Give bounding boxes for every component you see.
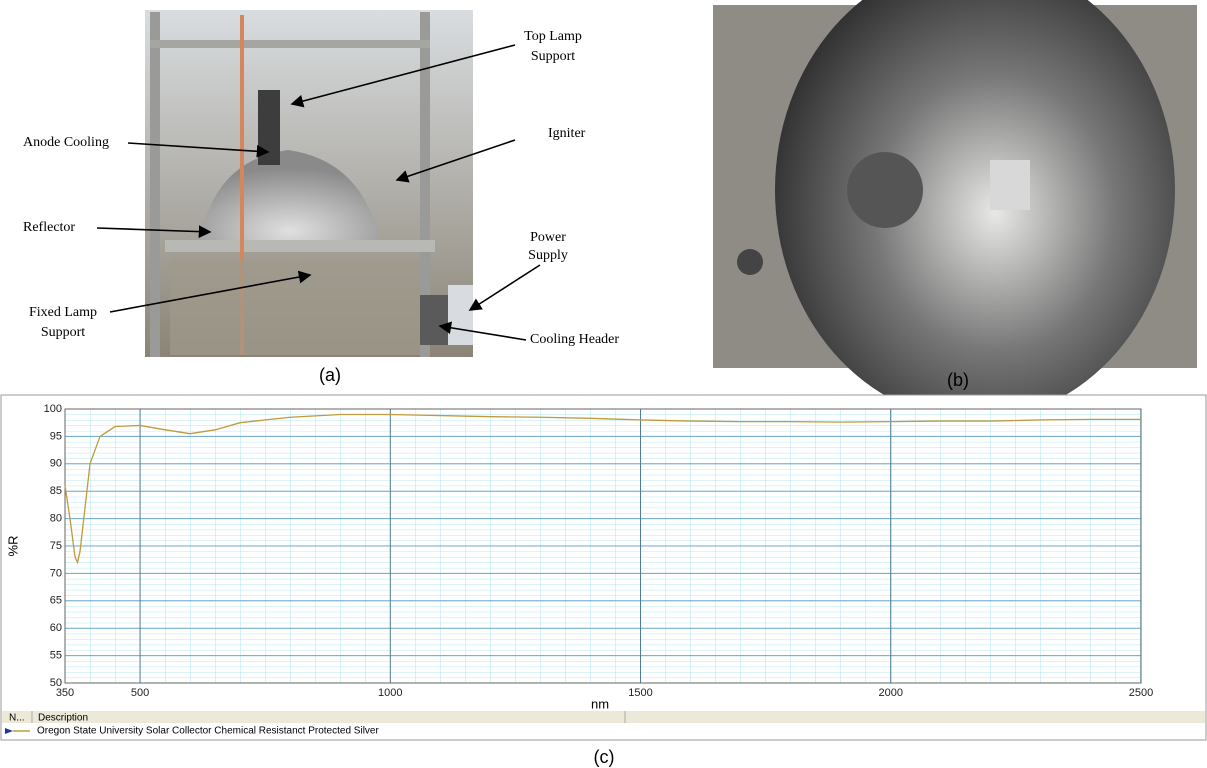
annotation: Anode Cooling <box>23 135 109 150</box>
x-tick-label: 1000 <box>378 687 402 699</box>
y-tick-label: 55 <box>50 650 62 662</box>
x-axis-label: nm <box>591 696 609 711</box>
x-tick-label: 1500 <box>628 687 652 699</box>
arrow <box>470 265 540 310</box>
annotation: Support <box>41 325 85 340</box>
annotation: Igniter <box>548 126 586 141</box>
annotation: Cooling Header <box>530 332 619 347</box>
y-tick-label: 80 <box>50 513 62 525</box>
caption: (c) <box>594 747 615 767</box>
photo-b <box>713 0 1197 420</box>
y-tick-label: 70 <box>50 567 62 579</box>
y-tick-label: 95 <box>50 430 62 442</box>
y-tick-label: 60 <box>50 622 62 634</box>
annotation: Top Lamp <box>524 29 582 44</box>
caption: (a) <box>319 365 341 385</box>
x-tick-label: 2500 <box>1129 687 1153 699</box>
y-tick-label: 90 <box>50 458 62 470</box>
annotation: Fixed Lamp <box>29 305 97 320</box>
x-tick-label: 500 <box>131 687 149 699</box>
y-tick-label: 65 <box>50 595 62 607</box>
caption: (b) <box>947 370 969 390</box>
y-tick-label: 85 <box>50 485 62 497</box>
y-axis-label: %R <box>5 536 20 557</box>
legend-header-cell: Description <box>38 713 88 724</box>
annotation: Supply <box>528 248 568 263</box>
x-tick-label: 2000 <box>879 687 903 699</box>
y-tick-label: 75 <box>50 540 62 552</box>
annotation: Power <box>530 230 566 245</box>
y-tick-label: 100 <box>44 403 62 415</box>
figure: Top Lamp Support Anode Cooling Igniter R… <box>0 0 1207 768</box>
photo-a <box>145 10 473 357</box>
legend-label: Oregon State University Solar Collector … <box>37 726 379 737</box>
x-tick-label: 350 <box>56 687 74 699</box>
annotation: Support <box>531 49 575 64</box>
legend-header <box>2 711 1205 723</box>
legend-header-cell: N... <box>9 713 25 724</box>
annotation: Reflector <box>23 220 75 235</box>
